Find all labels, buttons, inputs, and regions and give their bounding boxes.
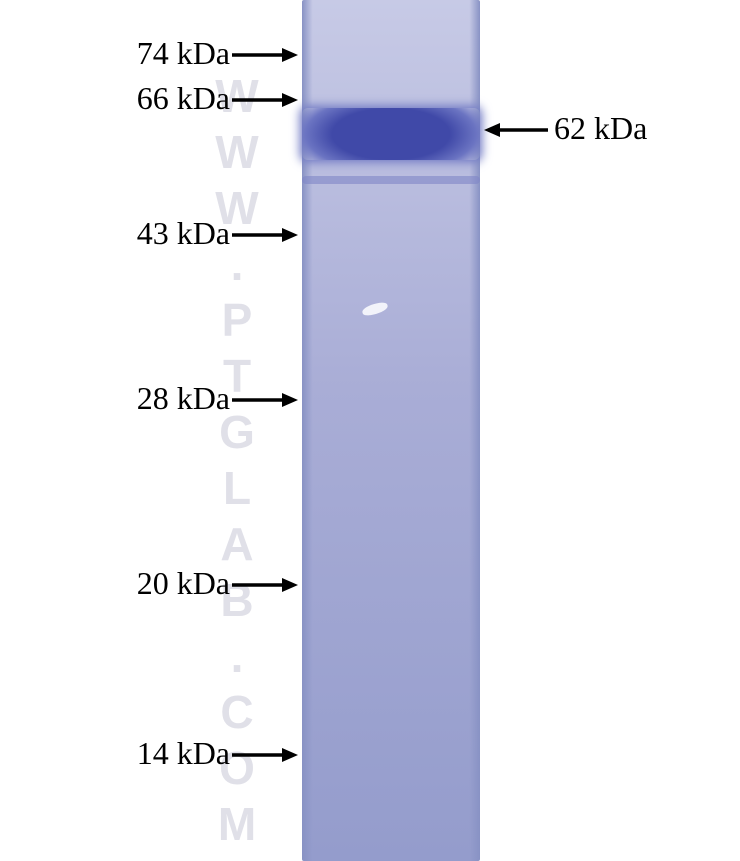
marker-label-43: 43 kDa xyxy=(137,215,230,252)
main-protein-band xyxy=(302,108,480,160)
gel-lane xyxy=(302,0,480,861)
faint-band xyxy=(302,176,480,184)
marker-label-74: 74 kDa xyxy=(137,35,230,72)
marker-label-28: 28 kDa xyxy=(137,380,230,417)
marker-label-14: 14 kDa xyxy=(137,735,230,772)
marker-label-20: 20 kDa xyxy=(137,565,230,602)
marker-label-66: 66 kDa xyxy=(137,80,230,117)
result-label-62: 62 kDa xyxy=(554,110,647,147)
